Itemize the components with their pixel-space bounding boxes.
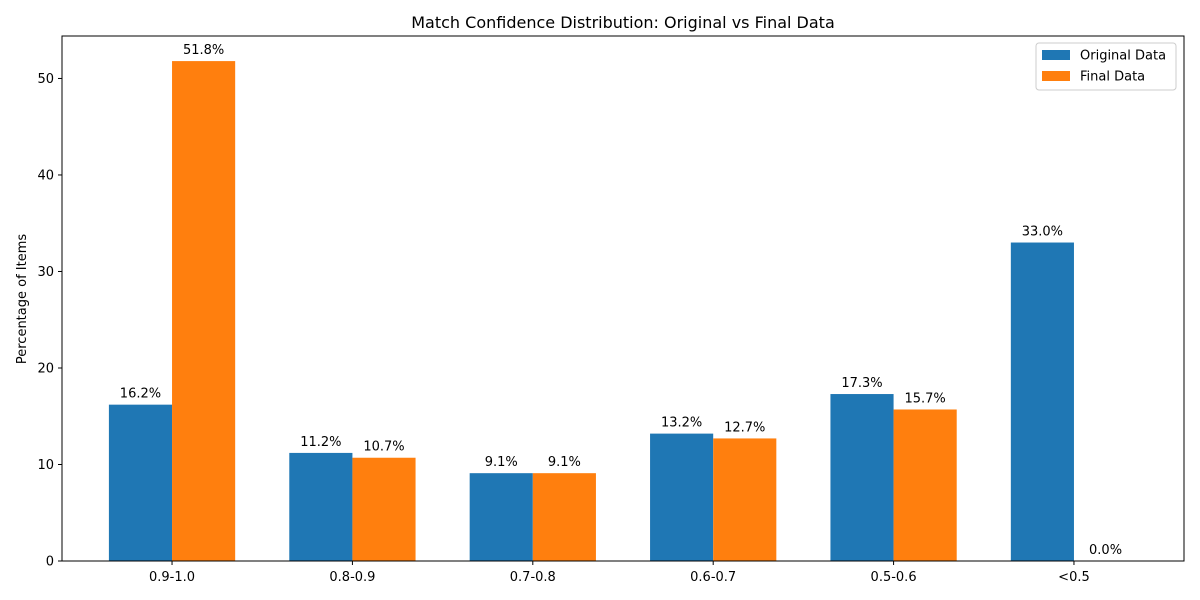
data-label: 10.7% [363,440,404,455]
y-tick-label: 30 [37,265,54,280]
x-tick-label: 0.7-0.8 [510,570,556,585]
y-tick-label: 50 [37,72,54,87]
data-label: 16.2% [120,387,161,402]
bar-final [172,61,236,561]
y-tick-label: 20 [37,361,54,376]
legend-label: Original Data [1080,49,1166,64]
data-label: 11.2% [300,435,341,450]
y-tick-label: 10 [37,458,54,473]
bar-original [1010,242,1074,561]
legend-swatch [1042,50,1070,60]
bar-final [532,473,596,561]
bar-original [469,473,533,561]
bar-final [893,409,957,561]
bar-final [713,438,777,561]
data-label: 12.7% [724,420,765,435]
y-tick-label: 0 [46,555,54,570]
bar-original [830,394,894,561]
legend: Original Data Final Data [1035,42,1177,91]
plot-frame [61,35,1185,562]
data-label: 9.1% [548,455,581,470]
x-tick-label: 0.5-0.6 [871,570,917,585]
legend-box [1035,42,1177,91]
bar-original [108,404,173,561]
legend-label: Final Data [1080,70,1145,85]
data-label: 17.3% [841,376,882,391]
bar-final [352,457,416,561]
data-label: 15.7% [904,391,945,406]
data-label: 0.0% [1089,543,1122,558]
y-tick-label: 40 [37,168,54,183]
bar-original [289,452,353,561]
bar-original [650,433,714,561]
data-label: 9.1% [485,455,518,470]
y-axis-label: Percentage of Items [15,234,30,365]
data-label: 33.0% [1022,225,1063,240]
x-tick-label: 0.6-0.7 [690,570,736,585]
x-tick-label: <0.5 [1058,570,1090,585]
data-label: 13.2% [661,416,702,431]
x-tick-label: 0.9-1.0 [149,570,195,585]
legend-swatch [1042,71,1070,81]
data-label: 51.8% [183,43,224,58]
chart-title: Match Confidence Distribution: Original … [411,13,835,32]
x-tick-label: 0.8-0.9 [329,570,375,585]
plot-area: 0 10 20 30 40 50 0.9-1.0 0.8-0.9 0.7-0.8 0.6-0.7 0… [37,43,1122,585]
